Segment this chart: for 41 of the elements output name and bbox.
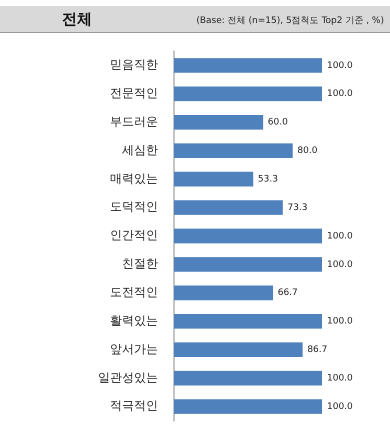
y-tick-label: 매력있는 — [110, 171, 158, 186]
y-tick-label: 부드러운 — [110, 114, 158, 128]
y-tick-label: 도덕적인 — [110, 200, 158, 214]
chart-title: 전체 — [62, 10, 92, 29]
y-tick-label: 믿음직한 — [110, 58, 158, 72]
data-label: 100.0 — [327, 374, 354, 384]
bar — [174, 143, 293, 158]
bar — [174, 200, 283, 215]
data-label: 80.0 — [297, 146, 318, 156]
chart-subtitle: (Base: 전체 (n=15), 5점척도 Top2 기준 , %) — [196, 15, 384, 27]
y-tick-label: 인간적인 — [110, 228, 158, 242]
y-tick-label: 전문적인 — [110, 86, 158, 100]
bar — [174, 370, 322, 386]
data-label: 66.7 — [278, 288, 298, 298]
y-tick-label: 활력있는 — [110, 313, 158, 328]
data-label: 100.0 — [327, 89, 354, 100]
bar — [174, 342, 303, 358]
bar — [174, 114, 264, 130]
y-tick-label: 앞서가는 — [110, 342, 158, 356]
bar — [174, 228, 322, 244]
data-label: 100.0 — [327, 260, 354, 270]
bar — [174, 399, 322, 414]
data-label: 53.3 — [258, 174, 278, 184]
data-label: 100.0 — [327, 60, 354, 71]
bar — [174, 257, 322, 272]
y-tick-label: 세심한 — [122, 142, 158, 157]
data-label: 86.7 — [307, 345, 328, 356]
bar — [174, 58, 322, 73]
y-tick-label: 적극적인 — [110, 398, 158, 413]
bar — [174, 86, 322, 102]
data-label: 100.0 — [327, 316, 354, 327]
y-tick-label: 일관성있는 — [98, 370, 158, 384]
data-label: 100.0 — [327, 231, 354, 242]
bar — [174, 314, 322, 329]
y-tick-label: 친절한 — [122, 256, 158, 271]
bar — [174, 172, 254, 186]
bar — [174, 286, 274, 300]
y-tick-label: 도전적인 — [110, 284, 158, 299]
data-label: 100.0 — [327, 402, 354, 412]
data-label: 60.0 — [268, 118, 288, 128]
data-label: 73.3 — [287, 202, 308, 213]
